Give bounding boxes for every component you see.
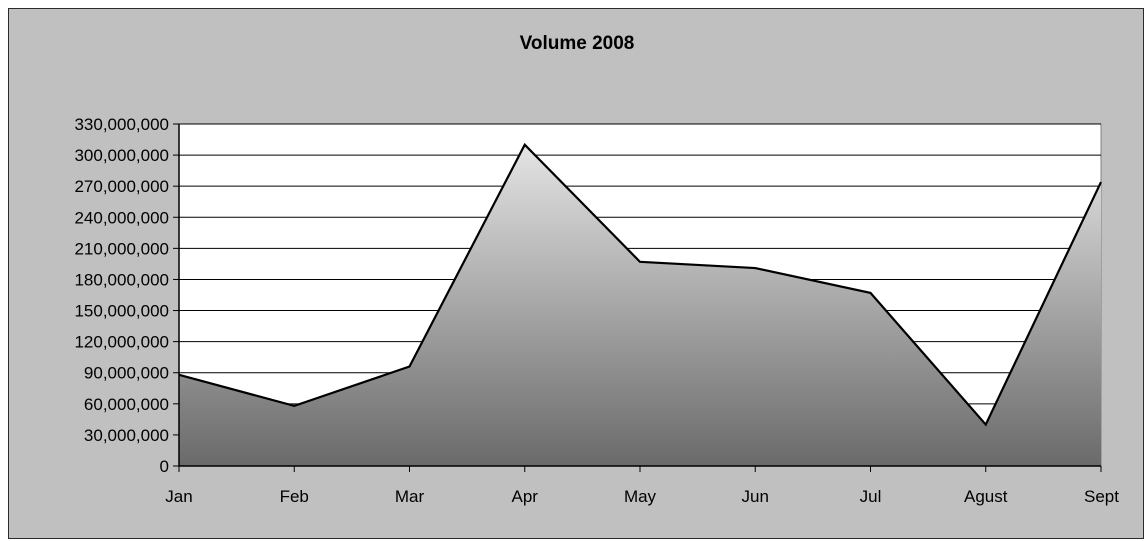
area-chart: Volume 2008 0 30,000,000 60,000,000 90,000,… <box>74 33 1119 506</box>
y-tick-label: 0 <box>160 457 169 476</box>
area-series-line <box>178 142 1102 427</box>
chart-area: Volume 2008 0 30,000,000 60,000,000 90,000,… <box>8 8 1144 539</box>
x-tick-label: Jun <box>742 487 769 506</box>
x-tick-label: Jul <box>860 487 882 506</box>
y-tick-label: 120,000,000 <box>74 333 169 352</box>
x-tick-label: Sept <box>1084 487 1119 506</box>
y-tick-label: 210,000,000 <box>74 239 169 258</box>
y-tick-label: 180,000,000 <box>74 270 169 289</box>
y-axis-ticks: 0 30,000,000 60,000,000 90,000,000 120,000,0… <box>74 115 179 476</box>
y-tick-label: 60,000,000 <box>84 395 169 414</box>
y-tick-label: 300,000,000 <box>74 146 169 165</box>
x-axis-ticks: Jan Feb Mar Apr May Jun Jul Agust Sept <box>165 466 1119 506</box>
x-tick-label: Mar <box>395 487 425 506</box>
area-series-fill <box>179 144 1101 466</box>
y-tick-label: 150,000,000 <box>74 302 169 321</box>
x-tick-label: Agust <box>964 487 1008 506</box>
y-tick-label: 330,000,000 <box>74 115 169 134</box>
x-tick-label: May <box>624 487 657 506</box>
y-tick-label: 90,000,000 <box>84 364 169 383</box>
y-tick-label: 240,000,000 <box>74 208 169 227</box>
x-tick-label: Jan <box>165 487 192 506</box>
x-tick-label: Apr <box>512 487 539 506</box>
y-tick-label: 30,000,000 <box>84 426 169 445</box>
y-tick-label: 270,000,000 <box>74 177 169 196</box>
x-tick-label: Feb <box>280 487 309 506</box>
chart-title: Volume 2008 <box>520 33 635 54</box>
